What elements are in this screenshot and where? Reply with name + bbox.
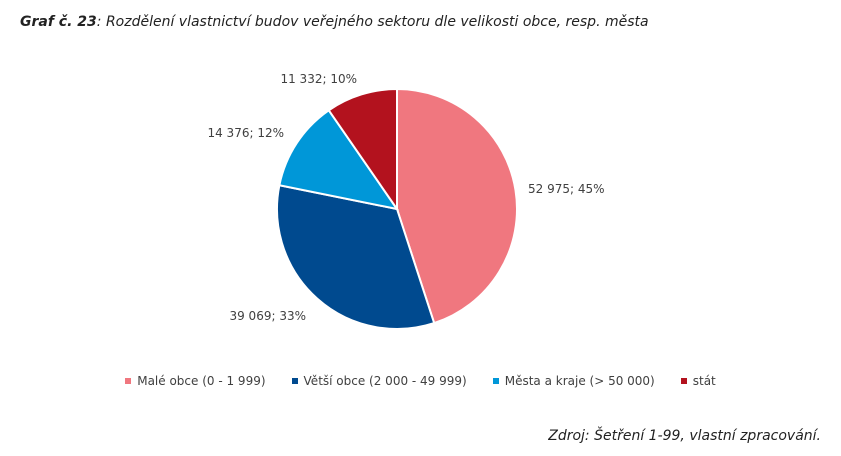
pie-slices (276, 87, 518, 330)
legend-swatch (291, 378, 298, 384)
pie-data-labels: 52 975; 45% 39 069; 33% 14 376; 12% 11 332;… (207, 72, 604, 323)
legend-item-2: Větší obce (2 000 - 49 999) (291, 374, 467, 388)
chart-title: Graf č. 23: Rozdělení vlastnictví budov … (20, 14, 649, 30)
pie-data-label-1: 52 975; 45% (528, 182, 605, 196)
legend-label: Větší obce (2 000 - 49 999) (303, 374, 467, 388)
pie-data-label-4: 11 332; 10% (280, 72, 357, 86)
legend-item-3: Města a kraje (> 50 000) (492, 374, 655, 388)
pie-chart: 52 975; 45% 39 069; 33% 14 376; 12% 11 332;… (207, 72, 605, 330)
pie-slice-4 (327, 87, 398, 213)
legend-item-1: Malé obce (0 - 1 999) (125, 374, 266, 388)
pie-data-label-3: 14 376; 12% (207, 126, 284, 140)
pie-data-label-2: 39 069; 33% (229, 309, 306, 323)
chart-source: Zdroj: Šetření 1-99, vlastní zpracování. (548, 428, 821, 444)
legend-label: Města a kraje (> 50 000) (504, 374, 655, 388)
pie-slice-3 (278, 108, 400, 211)
chart-legend: Malé obce (0 - 1 999) Větší obce (2 000 -… (0, 374, 841, 388)
chart-title-text: : Rozdělení vlastnictví budov veřejného … (96, 14, 649, 30)
legend-swatch (125, 378, 132, 384)
legend-swatch (492, 378, 499, 384)
legend-swatch (680, 378, 687, 384)
pie-slice-1 (396, 87, 518, 325)
pie-slice-2 (276, 184, 436, 330)
chart-title-prefix: Graf č. 23 (20, 14, 97, 30)
legend-label: stát (692, 374, 716, 388)
legend-label: Malé obce (0 - 1 999) (137, 374, 266, 388)
legend-item-4: stát (680, 374, 716, 388)
